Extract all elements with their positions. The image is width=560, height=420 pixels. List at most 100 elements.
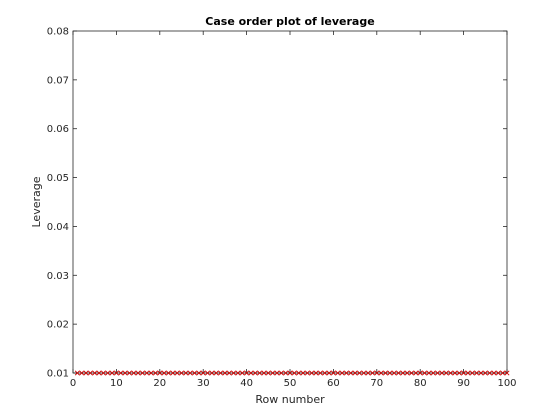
x-tick-label: 70 (370, 378, 383, 389)
data-point (474, 370, 480, 376)
data-point (209, 370, 215, 376)
data-point (196, 370, 202, 376)
data-point (465, 370, 471, 376)
data-point (456, 370, 462, 376)
data-point (248, 370, 254, 376)
data-point (100, 370, 106, 376)
data-point (330, 370, 336, 376)
y-tick-label: 0.05 (47, 173, 69, 184)
x-tick-label: 40 (240, 378, 253, 389)
data-point (461, 370, 467, 376)
data-point (300, 370, 306, 376)
data-series (74, 370, 510, 376)
data-point (113, 370, 119, 376)
data-point (382, 370, 388, 376)
data-point (192, 370, 198, 376)
data-point (391, 370, 397, 376)
data-point (404, 370, 410, 376)
data-point (96, 370, 102, 376)
data-point (278, 370, 284, 376)
y-tick-label: 0.02 (47, 320, 69, 331)
data-point (87, 370, 93, 376)
data-point (118, 370, 124, 376)
data-point (218, 370, 224, 376)
data-point (126, 370, 132, 376)
data-point (165, 370, 171, 376)
data-point (430, 370, 436, 376)
data-point (287, 370, 293, 376)
data-point (135, 370, 141, 376)
data-point (265, 370, 271, 376)
data-point (443, 370, 449, 376)
x-tick-label: 100 (497, 378, 516, 389)
data-point (270, 370, 276, 376)
data-point (413, 370, 419, 376)
y-tick-label: 0.03 (47, 271, 69, 282)
y-tick-label: 0.07 (47, 75, 69, 86)
x-tick-label: 60 (327, 378, 340, 389)
tick-labels: 0 10 20 30 40 50 60 70 80 90 100 0.01 0.02 0.03 0.04 0.… (47, 27, 517, 390)
x-tick-label: 80 (414, 378, 427, 389)
data-point (79, 370, 85, 376)
data-point (317, 370, 323, 376)
data-point (356, 370, 362, 376)
y-axis-label: Leverage (30, 176, 43, 227)
data-point (343, 370, 349, 376)
data-point (361, 370, 367, 376)
data-point (235, 370, 241, 376)
data-point (309, 370, 315, 376)
data-point (313, 370, 319, 376)
tick-marks (72, 30, 508, 374)
data-point (448, 370, 454, 376)
data-point (409, 370, 415, 376)
y-tick-label: 0.01 (47, 369, 69, 380)
data-point (178, 370, 185, 376)
data-point (469, 370, 475, 376)
data-point (213, 370, 219, 376)
data-point (439, 370, 445, 376)
data-point (304, 370, 310, 376)
x-tick-label: 30 (197, 378, 210, 389)
data-point (435, 370, 441, 376)
data-point (174, 370, 180, 376)
y-tick-label: 0.08 (47, 27, 69, 38)
data-point (274, 370, 280, 376)
data-point (148, 370, 154, 376)
data-point (109, 370, 115, 376)
data-point (170, 370, 176, 376)
y-tick-label: 0.04 (47, 222, 69, 233)
x-tick-label: 90 (457, 378, 470, 389)
data-point (504, 370, 510, 376)
data-point (500, 370, 506, 376)
data-point (152, 370, 158, 376)
data-point (348, 370, 354, 376)
data-point (296, 370, 302, 376)
x-tick-label: 20 (153, 378, 166, 389)
x-tick-label: 10 (110, 378, 123, 389)
data-point (261, 370, 267, 376)
data-point (482, 370, 488, 376)
x-tick-label: 50 (284, 378, 297, 389)
data-point (105, 370, 111, 376)
data-point (231, 370, 237, 376)
data-point (161, 370, 167, 376)
data-point (252, 370, 258, 376)
data-point (491, 370, 497, 376)
data-point (200, 370, 206, 376)
data-point (122, 370, 128, 376)
data-point (495, 370, 501, 376)
chart-title: Case order plot of leverage (205, 15, 374, 28)
data-point (322, 370, 328, 376)
x-axis-label: Row number (255, 393, 325, 406)
data-point (183, 370, 189, 376)
data-point (352, 370, 358, 376)
data-point (369, 370, 375, 376)
data-point (378, 370, 384, 376)
data-point (74, 370, 80, 376)
data-point (205, 370, 211, 376)
plot-area (72, 30, 508, 374)
data-point (239, 370, 245, 376)
data-point (417, 370, 423, 376)
data-point (426, 370, 432, 376)
